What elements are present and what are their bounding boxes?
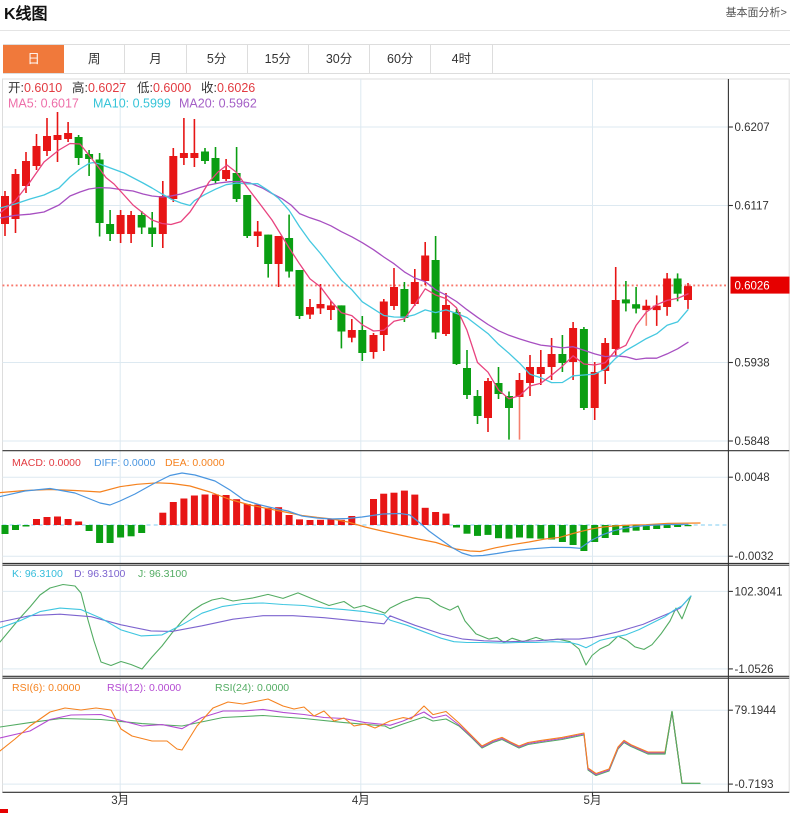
svg-text:0.5938: 0.5938 (735, 358, 770, 370)
svg-text:0.0048: 0.0048 (735, 472, 770, 484)
svg-text:-1.0526: -1.0526 (735, 664, 774, 676)
svg-text:-0.0032: -0.0032 (735, 551, 774, 563)
svg-text:0.6026: 0.6026 (735, 281, 770, 293)
svg-text:0.6117: 0.6117 (735, 201, 769, 213)
svg-text:0.6207: 0.6207 (735, 122, 770, 134)
svg-text:5月: 5月 (584, 795, 602, 807)
svg-text:3月: 3月 (111, 795, 129, 807)
svg-text:79.1944: 79.1944 (735, 705, 777, 717)
svg-text:102.3041: 102.3041 (735, 586, 783, 598)
svg-text:-0.7193: -0.7193 (735, 779, 774, 791)
svg-text:4月: 4月 (352, 795, 370, 807)
svg-text:0.5848: 0.5848 (735, 436, 770, 448)
